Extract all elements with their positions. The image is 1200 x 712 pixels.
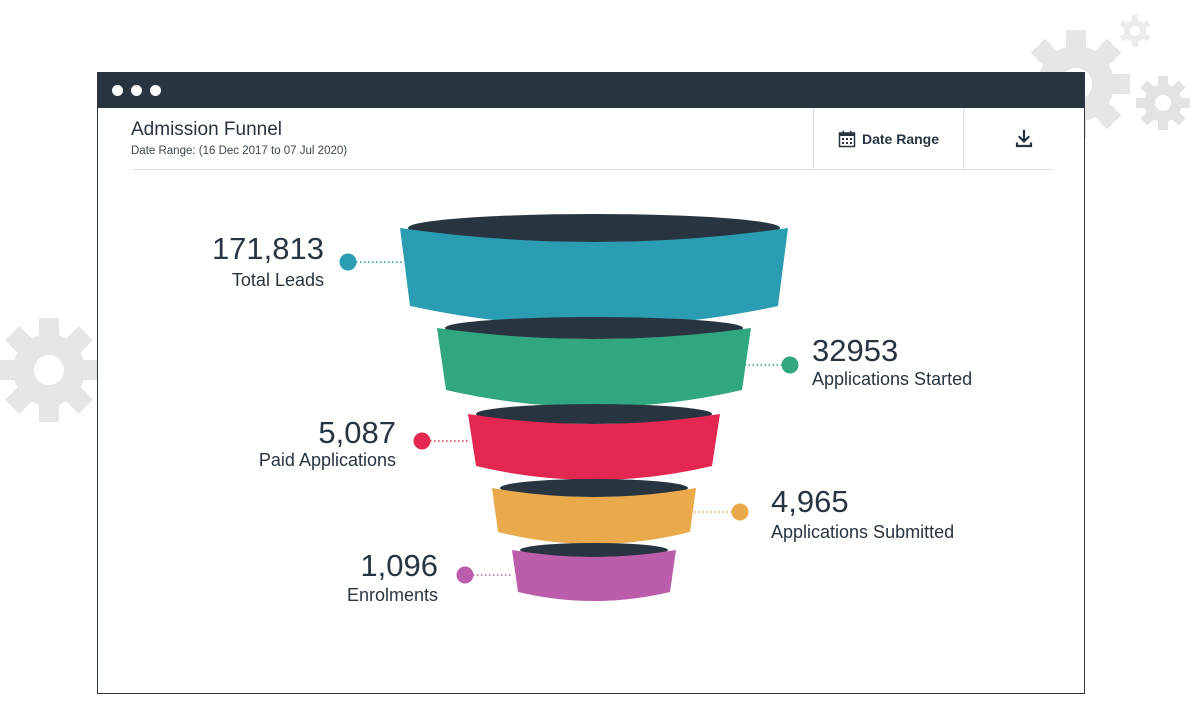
funnel-segment-5[interactable]	[512, 550, 676, 601]
stage-value: 171,813	[212, 231, 324, 266]
date-range-subtitle: Date Range: (16 Dec 2017 to 07 Jul 2020)	[131, 145, 348, 157]
legend-dot	[456, 566, 474, 584]
stage-label: Paid Applications	[259, 450, 396, 470]
stage-label: Applications Submitted	[771, 522, 954, 542]
date-range-button[interactable]: Date Range	[813, 108, 964, 169]
legend-dot	[413, 432, 431, 450]
funnel-segment-1[interactable]	[400, 228, 788, 326]
gear-icon	[0, 318, 101, 422]
calendar-icon	[838, 130, 856, 147]
download-icon	[1015, 129, 1033, 147]
page-title: Admission Funnel	[131, 119, 283, 140]
header-divider	[133, 169, 1053, 170]
funnel-rim-2	[445, 317, 743, 339]
window-titlebar	[98, 73, 1084, 108]
gear-icon	[1119, 15, 1151, 47]
stage-label: Enrolments	[347, 585, 438, 605]
funnel-rim-3	[476, 404, 712, 424]
stage-value: 5,087	[318, 415, 396, 450]
legend-dot	[731, 503, 749, 521]
date-range-label: Date Range	[861, 130, 940, 147]
window-control-dot[interactable]	[112, 85, 123, 96]
stage-value: 4,965	[771, 484, 849, 519]
funnel-segment-2[interactable]	[437, 328, 751, 407]
download-button[interactable]	[964, 108, 1084, 169]
stage-value: 1,096	[360, 548, 438, 583]
stage-label: Total Leads	[232, 270, 324, 290]
funnel-segment-3[interactable]	[468, 414, 720, 480]
legend-dot	[781, 356, 799, 374]
funnel-segment-4[interactable]	[492, 488, 696, 544]
gear-icon	[1136, 76, 1190, 130]
funnel-rim-4	[500, 479, 688, 497]
stage-value: 32953	[812, 333, 898, 368]
window-control-dot[interactable]	[150, 85, 161, 96]
legend-dot	[339, 253, 357, 271]
window-control-dot[interactable]	[131, 85, 142, 96]
stage-label: Applications Started	[812, 369, 972, 389]
funnel-rim-5	[520, 543, 668, 557]
funnel-rim-1	[408, 214, 780, 242]
